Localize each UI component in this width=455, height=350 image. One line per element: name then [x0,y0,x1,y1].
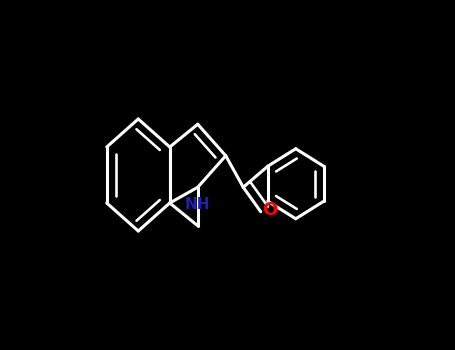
Text: NH: NH [185,197,211,212]
Text: O: O [262,201,277,219]
